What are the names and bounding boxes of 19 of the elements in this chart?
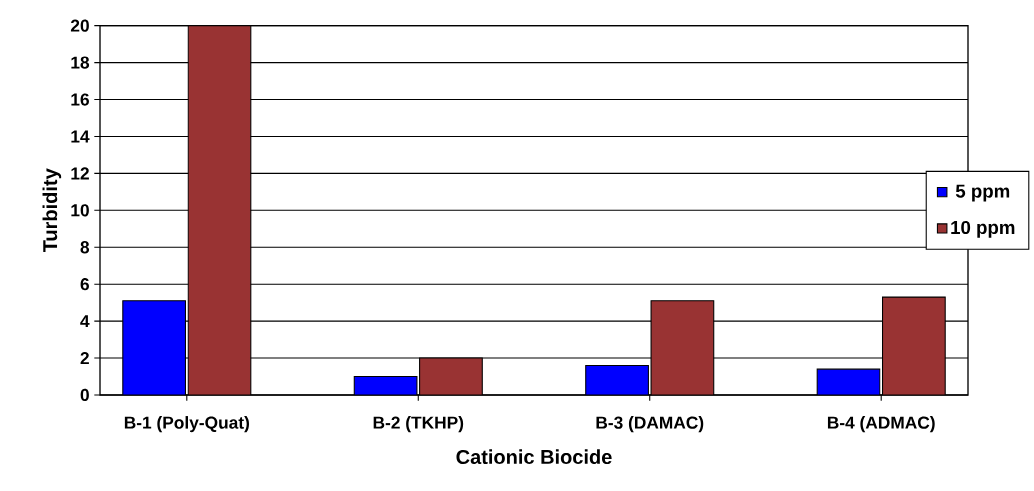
y-tick-label: 20 (70, 19, 89, 32)
x-tick-label: B-4 (ADMAC) (827, 416, 935, 433)
y-tick-label: 18 (71, 56, 90, 69)
y-tick-label: 8 (80, 241, 90, 254)
y-tick-label: 0 (80, 388, 89, 402)
y-tick-label: 16 (71, 93, 89, 106)
y-tick-label: 2 (80, 352, 89, 365)
y-axis-title: Turbidity (42, 168, 62, 253)
y-tick-label: 12 (71, 167, 89, 180)
x-tick-label: B-1 (Poly-Quat) (124, 416, 250, 433)
y-tick-label: 4 (80, 315, 90, 328)
y-tick-label: 6 (80, 278, 89, 291)
y-tick-label: 14 (71, 130, 90, 143)
x-tick-label: B-2 (TKHP) (373, 416, 464, 433)
legend-label: 10 ppm (951, 220, 1015, 238)
legend-label: 5 ppm (955, 184, 1010, 202)
x-tick-label: B-3 (DAMAC) (596, 416, 704, 433)
x-axis-title: Cationic Biocide (456, 449, 612, 465)
y-tick-label: 10 (71, 204, 89, 217)
